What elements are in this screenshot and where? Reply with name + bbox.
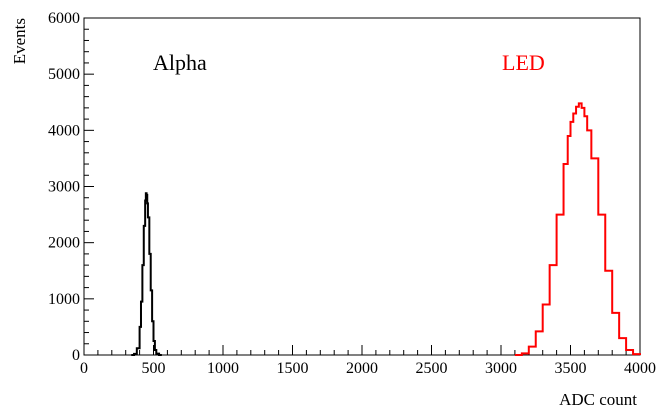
x-tick-label: 2500 (416, 360, 448, 377)
y-tick-label: 4000 (48, 122, 80, 139)
series-line-led (514, 102, 641, 356)
y-tick-label: 0 (72, 347, 80, 364)
y-axis-title: Events (10, 18, 29, 64)
x-tick-label: 3000 (485, 360, 517, 377)
y-tick-label: 6000 (48, 10, 80, 27)
annotation-led: LED (502, 50, 545, 75)
y-tick-label: 3000 (48, 179, 80, 196)
x-tick-label: 1500 (277, 360, 309, 377)
annotation-alpha: Alpha (153, 50, 207, 75)
y-tick-label: 1000 (48, 291, 80, 308)
series-layer (131, 102, 641, 356)
x-tick-label: 0 (80, 360, 88, 377)
x-axis-ticks: 0 500 1000 1500 2000 2500 3000 3500 4000 (80, 345, 656, 377)
x-tick-label: 4000 (624, 360, 656, 377)
y-tick-label: 5000 (48, 66, 80, 83)
y-tick-label: 2000 (48, 235, 80, 252)
x-axis-title: ADC count (559, 390, 637, 409)
x-tick-label: 3500 (555, 360, 587, 377)
y-axis-ticks: 0 1000 2000 3000 4000 5000 6000 (48, 10, 94, 364)
series-line-alpha (131, 192, 162, 356)
x-tick-label: 1000 (207, 360, 239, 377)
x-tick-label: 500 (142, 360, 166, 377)
x-tick-label: 2000 (346, 360, 378, 377)
